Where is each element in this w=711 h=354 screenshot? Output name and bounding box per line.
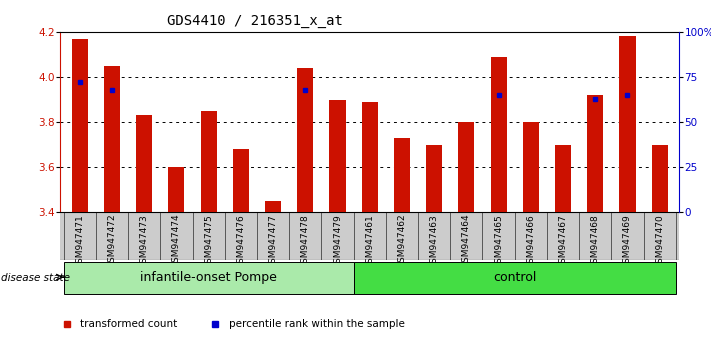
Bar xyxy=(523,122,539,212)
Bar xyxy=(491,57,507,212)
Text: GSM947472: GSM947472 xyxy=(107,214,117,268)
Bar xyxy=(265,201,281,212)
Bar xyxy=(426,145,442,212)
Bar xyxy=(587,95,604,212)
Bar xyxy=(104,66,120,212)
Text: GSM947469: GSM947469 xyxy=(623,214,632,269)
Text: GSM947476: GSM947476 xyxy=(236,214,245,269)
Bar xyxy=(619,36,636,212)
Text: GSM947477: GSM947477 xyxy=(269,214,277,269)
Text: GSM947467: GSM947467 xyxy=(559,214,567,269)
Bar xyxy=(136,115,152,212)
Text: GSM947461: GSM947461 xyxy=(365,214,374,269)
Text: GSM947478: GSM947478 xyxy=(301,214,310,269)
Bar xyxy=(72,39,88,212)
Text: GSM947479: GSM947479 xyxy=(333,214,342,269)
Text: GSM947470: GSM947470 xyxy=(655,214,664,269)
Text: GSM947473: GSM947473 xyxy=(139,214,149,269)
Bar xyxy=(232,149,249,212)
Bar xyxy=(651,145,668,212)
Text: GSM947464: GSM947464 xyxy=(462,214,471,268)
Text: GSM947468: GSM947468 xyxy=(591,214,600,269)
Text: disease state: disease state xyxy=(1,273,70,283)
Text: GSM947466: GSM947466 xyxy=(526,214,535,269)
Bar xyxy=(362,102,378,212)
Text: GSM947465: GSM947465 xyxy=(494,214,503,269)
Text: percentile rank within the sample: percentile rank within the sample xyxy=(229,319,405,329)
Text: GSM947474: GSM947474 xyxy=(172,214,181,268)
Text: GSM947463: GSM947463 xyxy=(429,214,439,269)
Text: GSM947462: GSM947462 xyxy=(397,214,407,268)
Bar xyxy=(329,99,346,212)
Bar xyxy=(201,111,217,212)
Text: transformed count: transformed count xyxy=(80,319,178,329)
Bar xyxy=(297,68,314,212)
Text: GSM947471: GSM947471 xyxy=(75,214,85,269)
Bar xyxy=(353,262,675,294)
Text: GDS4410 / 216351_x_at: GDS4410 / 216351_x_at xyxy=(167,14,343,28)
Bar xyxy=(555,145,571,212)
Bar xyxy=(169,167,184,212)
Bar xyxy=(394,138,410,212)
Bar xyxy=(64,262,353,294)
Bar xyxy=(459,122,474,212)
Text: GSM947475: GSM947475 xyxy=(204,214,213,269)
Text: control: control xyxy=(493,271,536,284)
Text: infantile-onset Pompe: infantile-onset Pompe xyxy=(140,271,277,284)
